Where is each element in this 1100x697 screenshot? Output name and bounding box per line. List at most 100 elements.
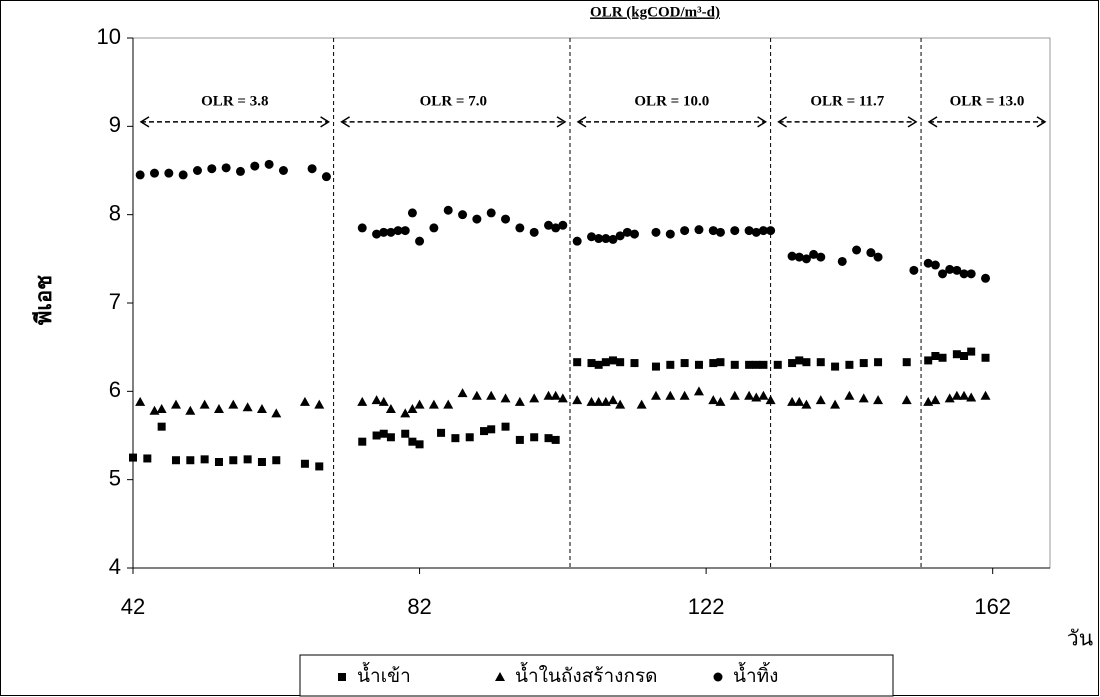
legend-label: น้ำเข้า <box>357 662 411 687</box>
frame <box>1 1 1099 696</box>
x-tick-label: 162 <box>974 594 1011 619</box>
x-tick-label: 122 <box>688 594 725 619</box>
circle-marker <box>236 167 245 176</box>
phase-label: OLR = 7.0 <box>420 93 487 109</box>
circle-marker <box>250 162 259 171</box>
square-marker <box>172 456 180 464</box>
circle-marker <box>222 163 231 172</box>
phase-label: OLR = 3.8 <box>201 93 268 109</box>
circle-marker <box>265 160 274 169</box>
square-marker <box>229 456 237 464</box>
square-marker <box>186 456 194 464</box>
square-marker <box>408 438 416 446</box>
square-marker <box>258 458 266 466</box>
square-marker <box>817 358 825 366</box>
y-tick-label: 8 <box>109 200 121 225</box>
square-marker <box>380 430 388 438</box>
circle-marker <box>279 166 288 175</box>
square-marker <box>967 348 975 356</box>
square-marker <box>129 454 137 462</box>
square-marker <box>272 456 280 464</box>
square-marker <box>802 358 810 366</box>
square-marker <box>953 350 961 358</box>
square-marker <box>745 361 753 369</box>
square-marker <box>158 423 166 431</box>
square-marker <box>595 361 603 369</box>
circle-marker <box>415 237 424 246</box>
circle-marker <box>164 169 173 178</box>
square-marker <box>338 673 346 681</box>
legend-label: น้ำทิ้ง <box>733 662 778 687</box>
square-marker <box>573 358 581 366</box>
circle-marker <box>401 226 410 235</box>
square-marker <box>416 440 424 448</box>
square-marker <box>666 361 674 369</box>
square-marker <box>960 352 968 360</box>
square-marker <box>681 359 689 367</box>
square-marker <box>874 358 882 366</box>
square-marker <box>215 458 223 466</box>
legend-label: น้ำในถังสร้างกรด <box>515 662 658 687</box>
square-marker <box>545 434 553 442</box>
square-marker <box>530 433 538 441</box>
square-marker <box>924 356 932 364</box>
square-marker <box>480 427 488 435</box>
phase-label: OLR = 10.0 <box>634 93 709 109</box>
circle-marker <box>651 228 660 237</box>
circle-marker <box>967 269 976 278</box>
circle-marker <box>179 170 188 179</box>
square-marker <box>752 361 760 369</box>
circle-marker <box>408 208 417 217</box>
square-marker <box>244 455 252 463</box>
square-marker <box>860 359 868 367</box>
square-marker <box>931 352 939 360</box>
circle-marker <box>981 274 990 283</box>
square-marker <box>602 358 610 366</box>
circle-marker <box>694 225 703 234</box>
circle-marker <box>429 223 438 232</box>
square-marker <box>774 361 782 369</box>
square-marker <box>315 462 323 470</box>
y-tick-label: 10 <box>97 24 121 49</box>
y-axis-label: พีเอช <box>31 275 57 325</box>
square-marker <box>373 432 381 440</box>
square-marker <box>709 359 717 367</box>
square-marker <box>982 354 990 362</box>
circle-marker <box>716 228 725 237</box>
square-marker <box>516 436 524 444</box>
square-marker <box>652 363 660 371</box>
circle-marker <box>444 206 453 215</box>
square-marker <box>609 356 617 364</box>
circle-marker <box>322 172 331 181</box>
square-marker <box>831 363 839 371</box>
y-tick-label: 6 <box>109 377 121 402</box>
circle-marker <box>680 226 689 235</box>
circle-marker <box>852 246 861 255</box>
square-marker <box>466 433 474 441</box>
square-marker <box>502 423 510 431</box>
square-marker <box>695 361 703 369</box>
square-marker <box>358 438 366 446</box>
x-axis-label: วัน <box>1067 627 1093 651</box>
circle-marker <box>358 223 367 232</box>
y-tick-label: 4 <box>109 554 121 579</box>
circle-marker <box>472 215 481 224</box>
chart-title: OLR (kgCOD/m³-d) <box>590 4 720 20</box>
square-marker <box>731 361 739 369</box>
square-marker <box>201 455 209 463</box>
square-marker <box>616 358 624 366</box>
square-marker <box>437 429 445 437</box>
circle-marker <box>838 257 847 266</box>
circle-marker <box>150 169 159 178</box>
circle-marker <box>207 164 216 173</box>
circle-marker <box>874 253 883 262</box>
circle-marker <box>630 230 639 239</box>
y-tick-label: 7 <box>109 289 121 314</box>
y-tick-label: 5 <box>109 465 121 490</box>
circle-marker <box>816 253 825 262</box>
x-tick-label: 82 <box>407 594 431 619</box>
square-marker <box>788 359 796 367</box>
square-marker <box>795 356 803 364</box>
circle-marker <box>714 673 723 682</box>
square-marker <box>143 454 151 462</box>
